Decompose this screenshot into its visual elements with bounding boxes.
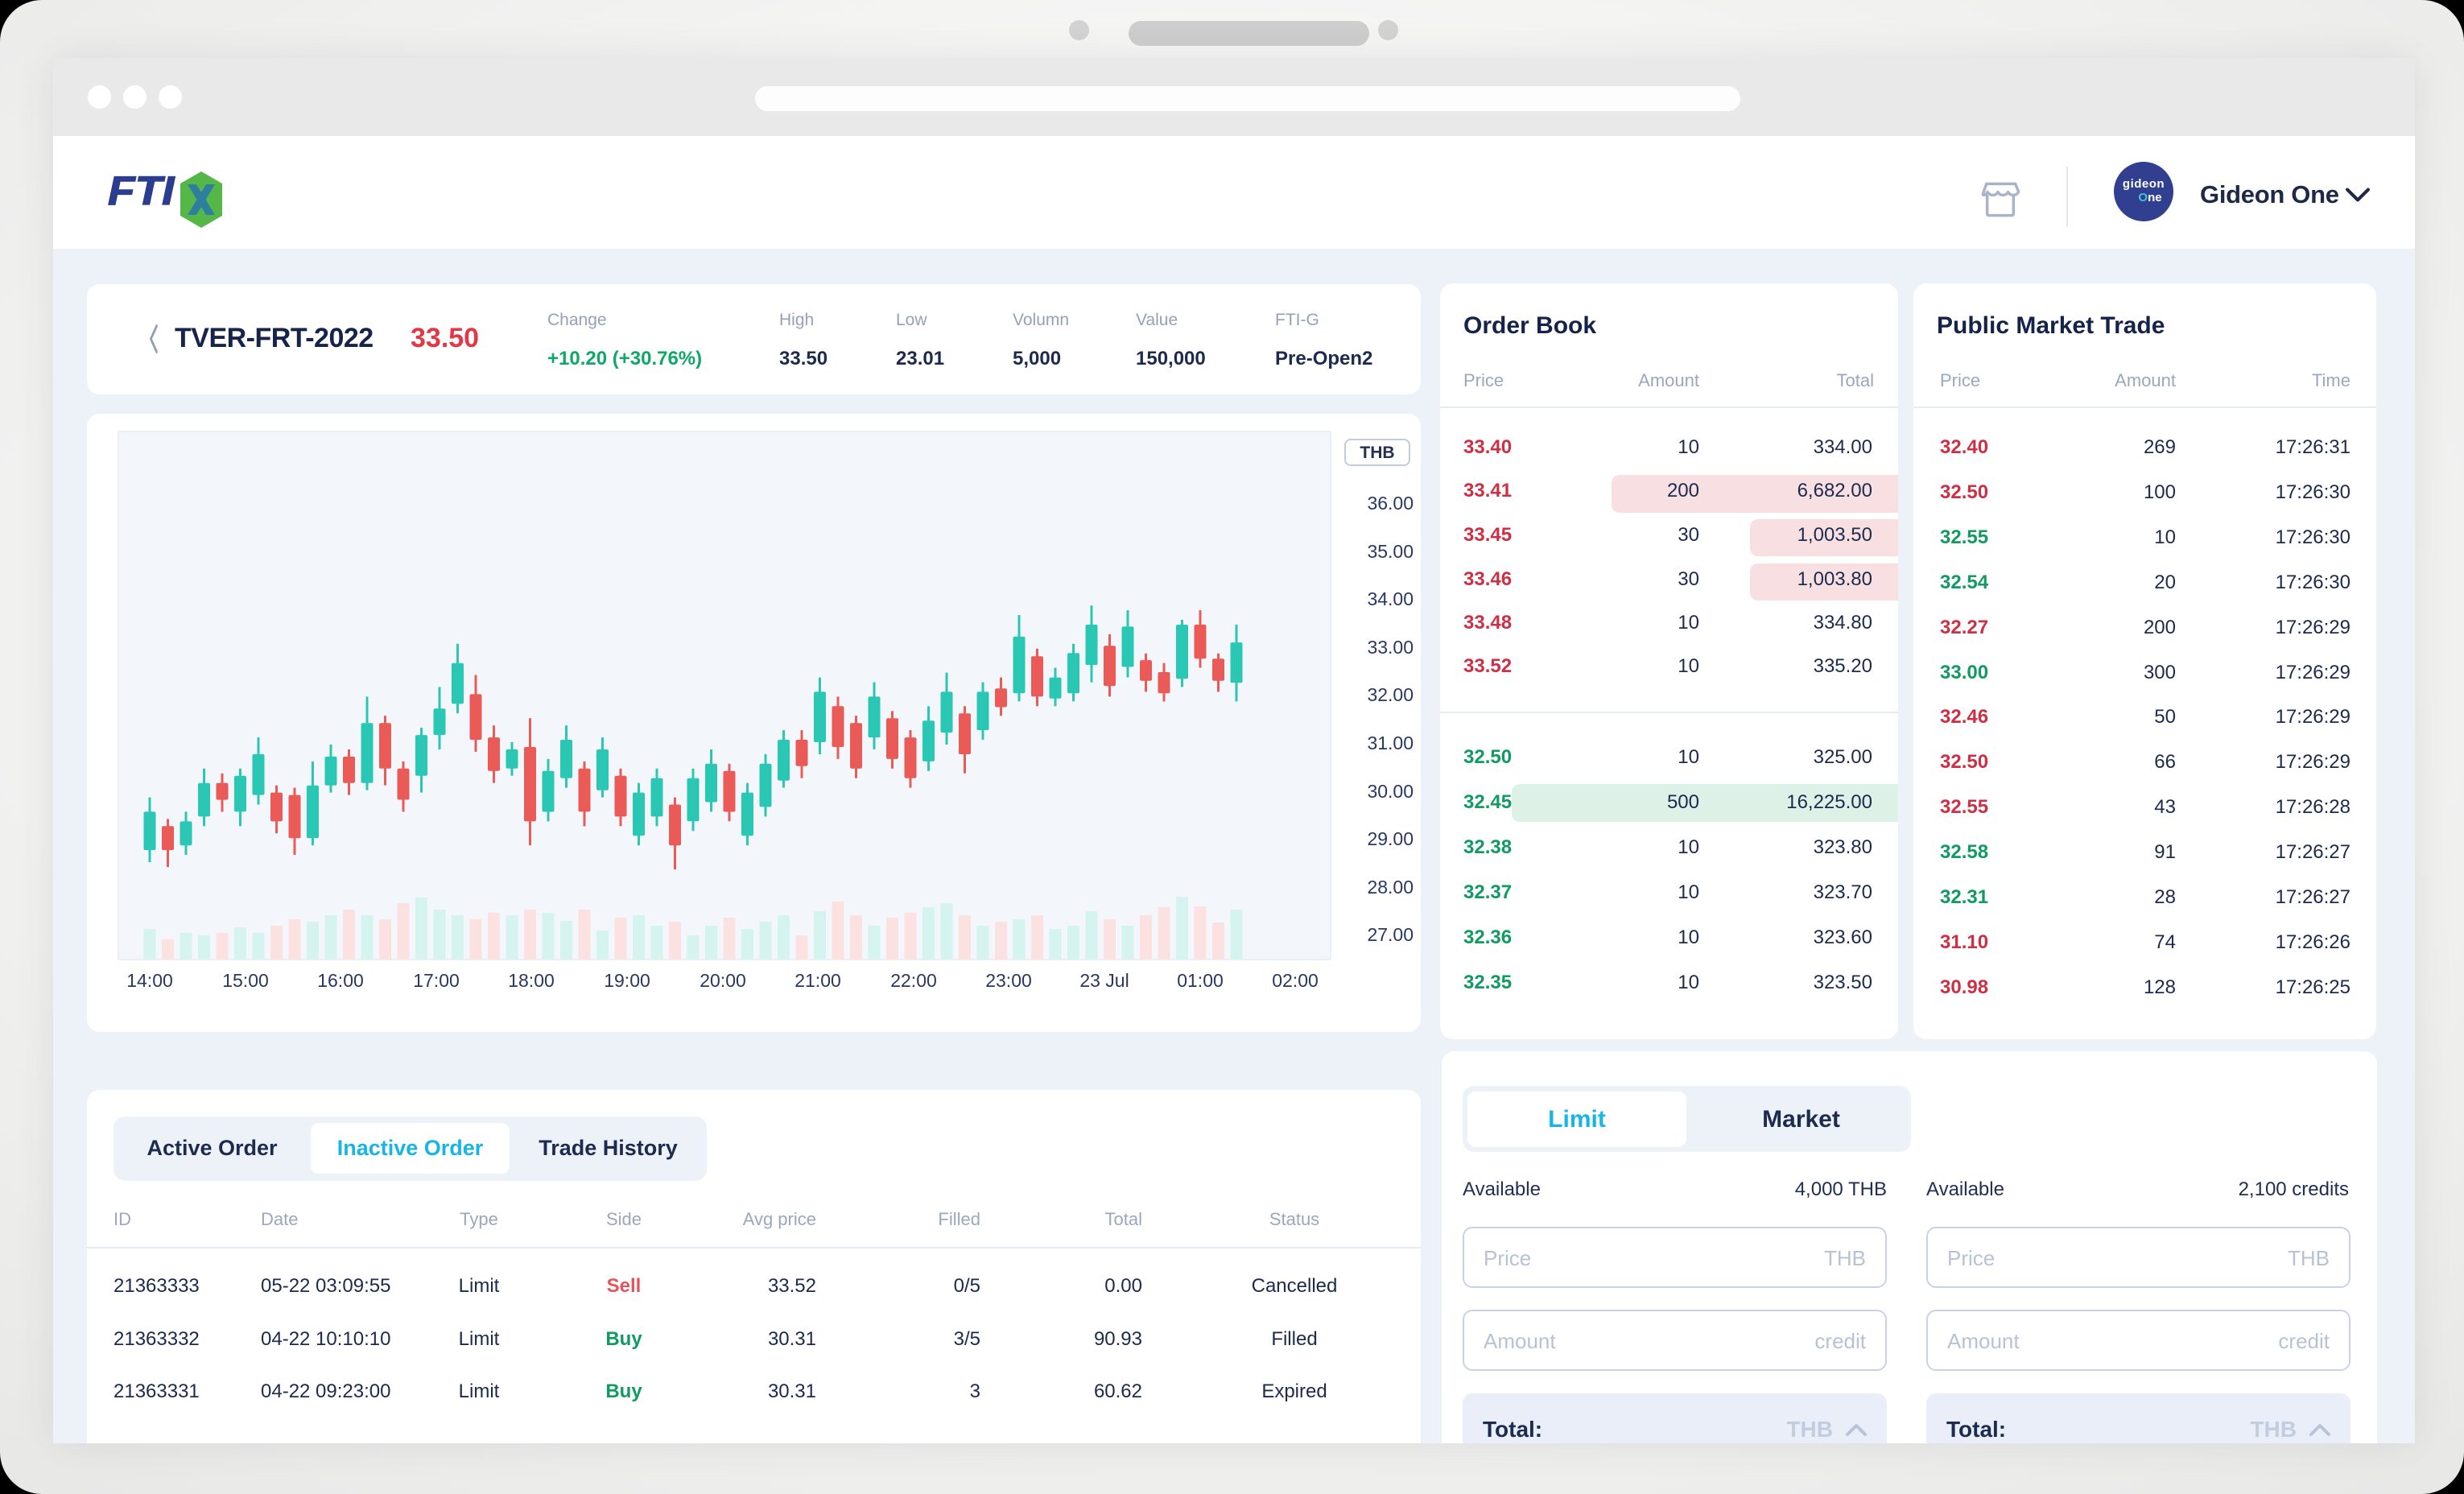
svg-text:FTI: FTI	[108, 171, 175, 213]
